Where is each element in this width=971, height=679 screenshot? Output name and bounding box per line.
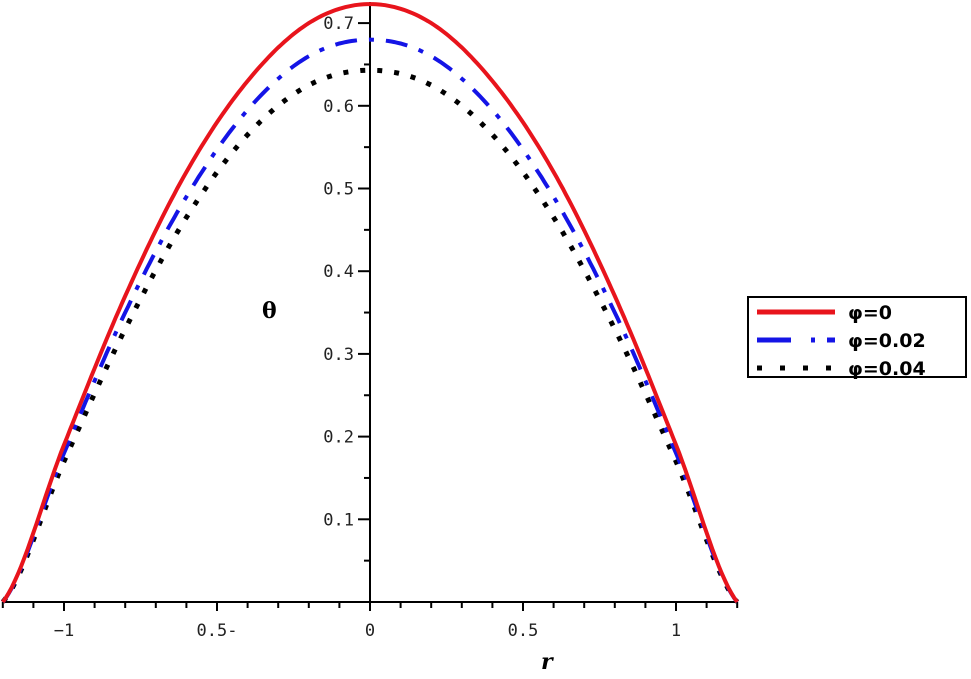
- x-tick-label: 0.5: [508, 621, 539, 641]
- x-tick-label: −1: [54, 621, 74, 641]
- y-tick-label: 0.5: [323, 180, 354, 200]
- series-φ=0.02: [1, 37, 739, 604]
- curves: [0, 2, 740, 604]
- y-tick-label: 0.3: [323, 345, 354, 365]
- x-axis-label: r: [541, 649, 554, 675]
- x-tick-label: 0.5-: [197, 621, 238, 641]
- x-tick-label: 0: [365, 621, 375, 641]
- x-tick-label: 1: [671, 621, 681, 641]
- legend-label: φ=0.04: [848, 358, 926, 380]
- series-φ=0: [1, 2, 739, 604]
- y-tick-label: 0.2: [323, 428, 354, 448]
- y-tick-label: 0.1: [323, 510, 354, 530]
- y-tick-label: 0.7: [323, 14, 354, 34]
- axes: −1 0.5- 0 0.5 1 0.1 0.2 0.3 0.4 0.5 0.6 0.7: [1, 2, 739, 641]
- y-axis-label: θ: [262, 298, 277, 324]
- y-tick-label: 0.4: [323, 262, 354, 282]
- legend: φ=0 φ=0.02 φ=0.04: [747, 296, 967, 380]
- legend-label: φ=0.02: [848, 330, 926, 352]
- y-tick-label: 0.6: [323, 97, 354, 117]
- legend-label: φ=0: [848, 302, 892, 324]
